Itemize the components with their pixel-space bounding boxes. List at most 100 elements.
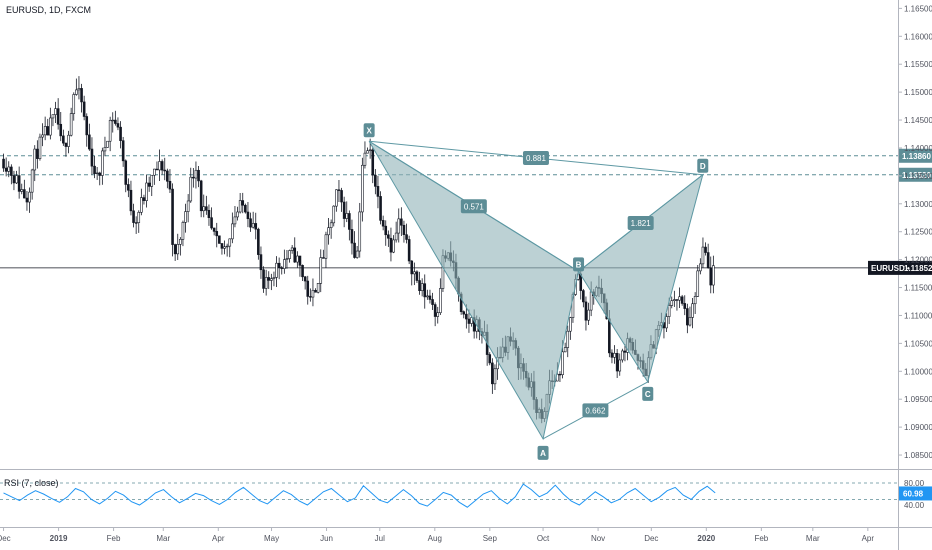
candle-body (665, 316, 668, 329)
candle-body (423, 283, 427, 298)
candle (41, 123, 44, 147)
candle (51, 114, 55, 127)
candle-body (691, 303, 694, 318)
point-tag (573, 257, 585, 272)
candle (311, 278, 315, 307)
candle (303, 276, 307, 290)
candle-body (467, 318, 471, 324)
candle-body (184, 211, 187, 223)
candle-body (293, 247, 297, 263)
candle-body (678, 296, 681, 301)
candle (428, 289, 432, 304)
candle-body (236, 211, 239, 218)
candle (20, 183, 24, 195)
time-tick-label: Jun (320, 534, 333, 543)
candle (491, 358, 494, 394)
time-tick-label: Oct (537, 534, 550, 543)
candle (150, 174, 154, 197)
candle-body (238, 200, 242, 213)
candle (129, 180, 133, 216)
candle (158, 149, 161, 181)
time-tick-label: Aug (428, 534, 442, 543)
candle (675, 299, 679, 311)
candle-body (30, 169, 34, 193)
point-label: B (576, 260, 582, 269)
candle (64, 142, 68, 157)
candle (379, 191, 382, 225)
candle (371, 147, 375, 184)
candle-body (348, 213, 351, 230)
candle (288, 249, 291, 263)
candle (290, 245, 294, 254)
candle-body (41, 134, 44, 138)
candle-body (17, 175, 21, 192)
candle-body (314, 289, 317, 293)
current-price-tag (868, 260, 932, 275)
candle-body (85, 116, 89, 136)
candle (563, 342, 567, 353)
candle (142, 194, 146, 205)
candle-body (90, 148, 94, 167)
candle-body (407, 239, 411, 262)
candle-body (413, 271, 416, 275)
candle-body (363, 152, 367, 166)
candle (415, 270, 419, 283)
candle (179, 237, 182, 256)
candle-body (493, 368, 497, 385)
candle-body (163, 169, 167, 172)
candle-body (587, 309, 590, 321)
candle (384, 220, 388, 246)
candle (197, 166, 200, 188)
candle-body (623, 350, 627, 353)
candle-body (389, 237, 393, 253)
candle (233, 205, 237, 228)
candle (207, 204, 211, 226)
candle-body (410, 260, 414, 275)
candle (701, 237, 705, 269)
candle-body (301, 265, 304, 278)
candle-body (54, 108, 57, 115)
candle-body (610, 352, 614, 358)
candle (387, 230, 390, 247)
time-tick-label: 2019 (50, 534, 68, 543)
candle (38, 133, 42, 161)
candle-body (558, 373, 562, 376)
candle (615, 349, 619, 379)
candle-body (340, 190, 343, 203)
candle (413, 262, 416, 286)
candle-body (181, 222, 185, 240)
candle-body (205, 206, 208, 211)
candle-body (379, 196, 382, 221)
candle (54, 101, 57, 124)
candle-body (355, 250, 359, 258)
time-tick-label: 2020 (697, 534, 715, 543)
candle (436, 306, 440, 324)
candle (202, 194, 206, 218)
candle-body (384, 225, 388, 236)
candle-body (673, 299, 676, 301)
point-label: X (366, 126, 372, 135)
candle-body (272, 277, 276, 279)
candle-body (124, 160, 128, 185)
candle-body (36, 148, 39, 159)
price-tick-label: 1.10500 (904, 339, 932, 348)
level-price-tag (899, 167, 932, 182)
candle-body (706, 252, 710, 268)
candle-body (231, 223, 234, 240)
candle-body (488, 354, 492, 364)
candle-body (376, 186, 380, 197)
candle (488, 352, 492, 366)
candle-body (465, 313, 468, 320)
candle (418, 271, 421, 295)
candle-body (189, 176, 193, 202)
candle (251, 211, 255, 229)
candle-body (667, 305, 671, 317)
candle-body (251, 223, 255, 228)
candle (225, 243, 229, 257)
candle-body (569, 317, 572, 332)
candle-body (675, 299, 679, 301)
candle-body (194, 169, 198, 179)
candle-body (329, 222, 333, 228)
candle (4, 157, 8, 177)
candle-body (264, 277, 268, 289)
